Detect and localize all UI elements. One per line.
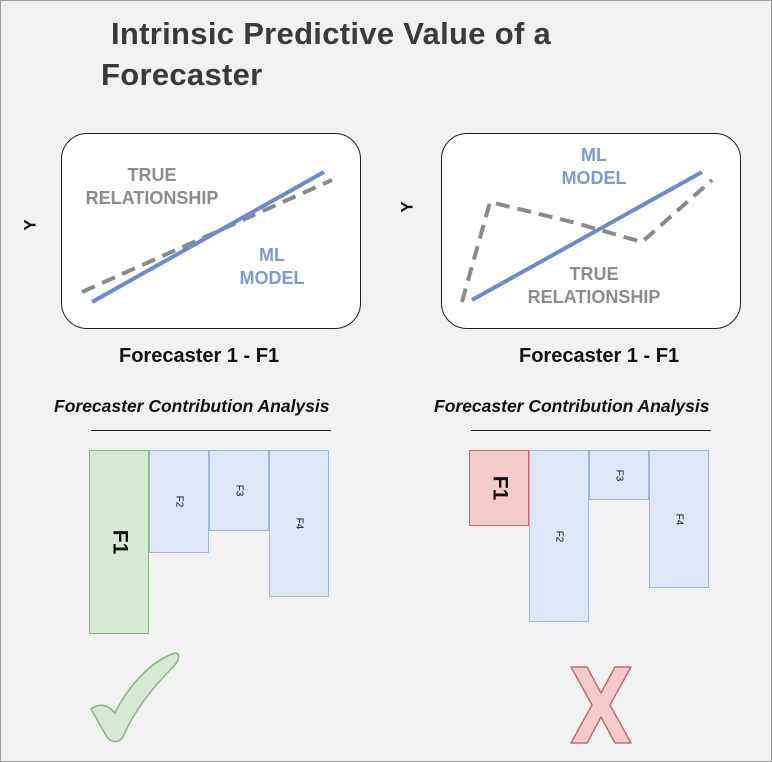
- right-analysis-rule: [471, 430, 711, 431]
- left-true-label-line1: TRUE: [127, 165, 177, 185]
- left-ml-model-line: [91, 170, 325, 304]
- right-panel-bar-f2: F2: [529, 450, 589, 622]
- left-panel-bar-f2: F2: [149, 450, 209, 553]
- right-panel-bar-label-f4: F4: [673, 513, 685, 525]
- left-true-label-line2: RELATIONSHIP: [85, 188, 219, 208]
- left-plot-lines: [81, 170, 333, 304]
- right-panel-bar-label-f2: F2: [553, 530, 565, 542]
- left-panel-bar-label-f3: F3: [233, 484, 245, 497]
- right-analysis-title: Forecaster Contribution Analysis: [434, 396, 710, 416]
- left-analysis-rule: [91, 430, 331, 431]
- left-caption: Forecaster 1 - F1: [119, 345, 280, 367]
- right-panel-bar-label-f1: F1: [487, 475, 511, 501]
- cross-mark-icon: [570, 666, 632, 744]
- check-mark-icon: [90, 652, 180, 743]
- right-true-label: TRUE RELATIONSHIP: [520, 263, 668, 309]
- left-ml-label-line1: ML: [259, 245, 285, 265]
- left-plot-panel: TRUE RELATIONSHIP ML MODEL: [61, 133, 361, 329]
- left-panel-bar-f3: F3: [209, 450, 269, 531]
- right-true-label-line2: RELATIONSHIP: [527, 287, 661, 307]
- left-panel-bar-f4: F4: [269, 450, 329, 597]
- right-y-axis-label: Y: [397, 201, 417, 213]
- right-ml-model-line: [471, 170, 703, 302]
- right-panel-bar-f4: F4: [649, 450, 709, 588]
- right-panel-bar-f1: F1: [469, 450, 529, 526]
- right-ml-label-line2: MODEL: [561, 168, 627, 188]
- left-panel-bar-f1: F1: [89, 450, 149, 634]
- right-caption: Forecaster 1 - F1: [519, 345, 680, 367]
- right-panel-bar-f3: F3: [589, 450, 649, 500]
- right-plot-panel: ML MODEL TRUE RELATIONSHIP: [441, 133, 741, 329]
- left-analysis-title: Forecaster Contribution Analysis: [54, 396, 330, 416]
- left-panel-bar-label-f2: F2: [173, 495, 185, 508]
- right-ml-label: ML MODEL: [552, 144, 636, 190]
- diagram-title: Intrinsic Predictive Value of a Forecast…: [101, 13, 661, 95]
- left-panel-bar-label-f1: F1: [107, 529, 131, 555]
- left-ml-label-line2: MODEL: [239, 268, 305, 288]
- right-plot-lines: [460, 170, 714, 303]
- right-true-relationship-line: [460, 178, 714, 303]
- title-line-1: Intrinsic Predictive Value of a: [111, 16, 552, 51]
- right-true-label-line1: TRUE: [569, 264, 619, 284]
- left-ml-label: ML MODEL: [232, 244, 312, 290]
- right-ml-label-line1: ML: [581, 145, 607, 165]
- title-line-2: Forecaster: [101, 57, 263, 92]
- left-true-label: TRUE RELATIONSHIP: [78, 164, 226, 210]
- left-panel-bar-label-f4: F4: [293, 517, 305, 530]
- left-y-axis-label: Y: [20, 219, 40, 231]
- right-panel-bar-label-f3: F3: [613, 469, 625, 481]
